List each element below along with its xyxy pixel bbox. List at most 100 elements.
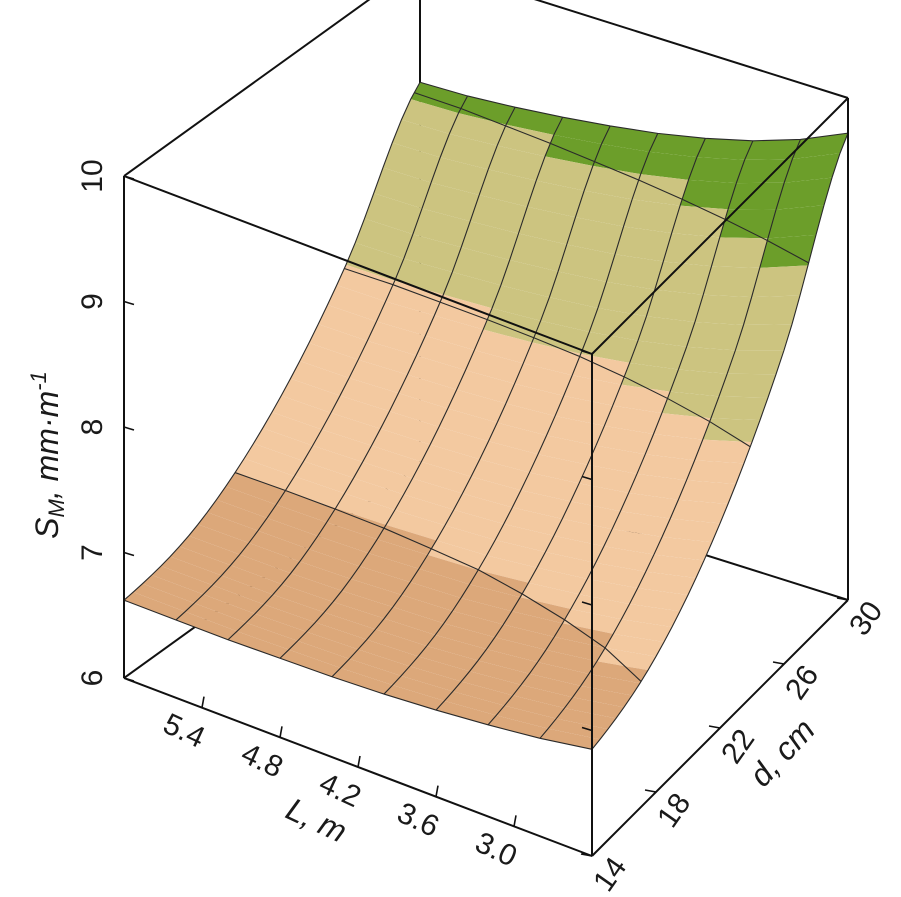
surface-cell — [505, 383, 564, 416]
surface-cell — [696, 138, 753, 160]
surface-cell — [427, 540, 487, 571]
surface-cell — [398, 374, 457, 409]
z-tick-label: 9 — [76, 293, 109, 310]
surface-cell — [330, 395, 390, 429]
surface-cell — [358, 340, 417, 375]
z-tick — [123, 551, 135, 557]
surface-cell — [288, 640, 350, 668]
x-tick — [513, 815, 517, 827]
x-tick — [201, 696, 205, 708]
surface-edge — [419, 81, 849, 142]
surface-mesh — [123, 81, 849, 750]
surface-cell — [558, 244, 615, 282]
surface-cell — [500, 260, 559, 298]
surface-cell — [327, 285, 386, 322]
surface-cell — [349, 649, 410, 676]
surface-cell — [540, 297, 598, 332]
surface-grid-line — [539, 139, 801, 739]
surface-cell — [538, 435, 596, 465]
surface-cell — [612, 384, 671, 414]
surface-cell — [359, 553, 419, 583]
surface-cell — [207, 499, 268, 531]
surface-cell — [661, 391, 720, 419]
surface-cell — [612, 511, 671, 537]
surface-cell — [595, 546, 654, 572]
surface-cell — [248, 530, 309, 562]
surface-cell — [221, 565, 282, 595]
surface-cell — [527, 180, 585, 218]
surface-cell — [580, 673, 640, 696]
surface-grid-line — [435, 138, 706, 711]
surface-cell — [474, 329, 532, 364]
x-tick-label: 3.0 — [470, 826, 522, 874]
surface-cell — [179, 535, 240, 566]
z-label-sup: -1 — [26, 371, 51, 391]
surface-cell — [694, 439, 752, 464]
surface-cell — [531, 320, 590, 354]
surface-cell — [299, 342, 359, 378]
surface-cell — [384, 685, 445, 711]
surface-cell — [267, 504, 327, 537]
surface-cell — [285, 476, 345, 509]
surface-cell — [540, 728, 600, 750]
surface-cell — [315, 612, 376, 640]
z-tick — [123, 677, 135, 682]
z-label-sub: M — [44, 498, 69, 517]
surface-cell — [198, 512, 258, 543]
surface-cell — [613, 619, 672, 643]
surface-cell — [403, 478, 463, 510]
surface-cell — [401, 582, 461, 611]
surface-cell — [503, 611, 563, 637]
surface-cell — [401, 99, 459, 134]
surface-cell — [462, 476, 521, 508]
surface-cell — [225, 472, 286, 505]
surface-cell — [353, 462, 413, 495]
surface-cell — [394, 258, 453, 295]
surface-cell — [584, 165, 641, 200]
surface-cell — [253, 428, 313, 462]
surface-cell — [686, 460, 744, 484]
surface-cell — [776, 177, 832, 210]
y-tick-label: 14 — [587, 851, 633, 892]
z-tick — [581, 475, 593, 481]
surface-cell — [431, 157, 489, 195]
surface-cell — [640, 151, 697, 180]
surface-cell — [409, 656, 470, 682]
surface-cell — [537, 551, 596, 579]
surface-cell — [346, 242, 404, 281]
surface-cell — [456, 370, 515, 404]
surface-cell — [744, 139, 801, 160]
surface-cell — [587, 445, 646, 474]
surface-cell — [727, 350, 784, 375]
surface-cell — [719, 209, 777, 239]
y-tick-label: 26 — [779, 659, 825, 705]
surface-cell — [366, 629, 427, 657]
surface-cell — [262, 412, 322, 446]
surface-cell — [317, 522, 378, 554]
surface-cell — [751, 265, 808, 298]
surface-cell — [444, 691, 505, 716]
y-tick — [836, 597, 849, 601]
surface-cell — [303, 445, 363, 478]
surface-cell — [458, 95, 516, 125]
y-tick-label: 18 — [651, 787, 697, 833]
surface-cell — [549, 271, 607, 309]
surface-cell — [654, 261, 712, 295]
surface-cell — [553, 518, 613, 547]
surface-cell — [280, 649, 341, 677]
surface-cell — [230, 554, 291, 585]
surface-cell — [637, 454, 695, 481]
surface-cell — [465, 350, 524, 384]
surface-contour-line — [344, 267, 751, 448]
surface-cell — [784, 153, 840, 183]
z-tick — [581, 726, 593, 732]
surface-cell — [483, 308, 541, 343]
surface-grid-line — [487, 140, 754, 726]
surface-cell — [478, 649, 538, 674]
surface-cell — [375, 618, 436, 646]
surface-cell — [587, 562, 646, 589]
surface-cell — [436, 525, 496, 556]
surface-cell — [488, 715, 549, 739]
surface-cell — [504, 695, 565, 719]
surface-cell — [628, 473, 687, 500]
